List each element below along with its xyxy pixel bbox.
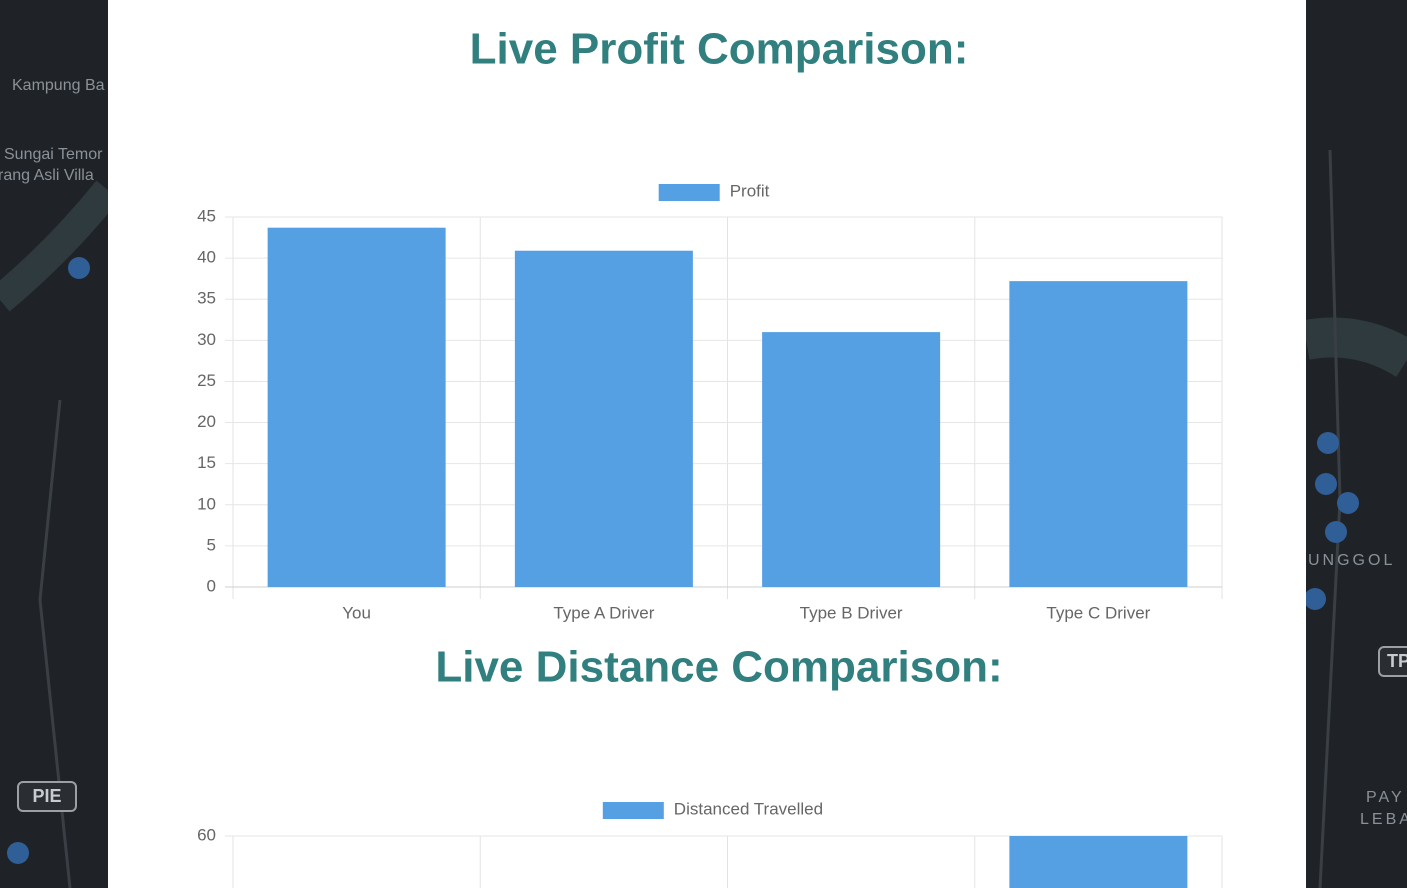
y-tick-label: 25 — [197, 371, 216, 390]
y-tick-label: 30 — [197, 330, 216, 349]
bar — [1009, 836, 1188, 888]
map-label: PAY — [1366, 789, 1405, 806]
legend-label: Distanced Travelled — [674, 799, 823, 818]
map-dot — [1317, 432, 1339, 454]
map-label: Kampung Ba — [12, 77, 105, 94]
bar — [1009, 281, 1188, 587]
y-tick-label: 5 — [207, 535, 216, 554]
chart-title: Live Profit Comparison: — [470, 25, 969, 74]
y-tick-label: 0 — [207, 576, 216, 595]
badge-text: TP — [1387, 651, 1407, 671]
y-tick-label: 35 — [197, 289, 216, 308]
map-river — [0, 180, 120, 312]
map-dot — [68, 257, 90, 279]
road-badge — [17, 781, 77, 812]
map-dot — [1337, 492, 1359, 514]
x-tick-label: You — [342, 603, 371, 622]
y-tick-label: 45 — [197, 206, 216, 225]
x-tick-label: Type C Driver — [1046, 603, 1150, 622]
map-dot — [1325, 521, 1347, 543]
x-tick-label: Type B Driver — [800, 603, 903, 622]
road-badge — [1378, 646, 1407, 677]
map-river — [1302, 317, 1407, 378]
map-label: UNGGOL — [1308, 552, 1395, 569]
map-label: rang Asli Villa — [0, 167, 94, 184]
bar — [762, 332, 941, 587]
legend-swatch — [658, 184, 720, 201]
x-tick-label: Type A Driver — [553, 603, 654, 622]
badge-text: PIE — [32, 786, 61, 806]
legend-swatch — [602, 802, 664, 819]
y-tick-label: 60 — [197, 825, 216, 844]
bar — [514, 250, 693, 587]
map-dot — [7, 842, 29, 864]
legend-label: Profit — [730, 181, 770, 200]
bar — [267, 227, 446, 587]
y-tick-label: 15 — [197, 453, 216, 472]
y-tick-label: 10 — [197, 494, 216, 513]
map-label: LEBA — [1360, 811, 1407, 828]
map-dot — [1315, 473, 1337, 495]
map-dot — [1304, 588, 1326, 610]
y-tick-label: 20 — [197, 412, 216, 431]
y-tick-label: 40 — [197, 248, 216, 267]
map-label: Sungai Temor — [4, 146, 103, 163]
chart-title: Live Distance Comparison: — [435, 643, 1002, 692]
